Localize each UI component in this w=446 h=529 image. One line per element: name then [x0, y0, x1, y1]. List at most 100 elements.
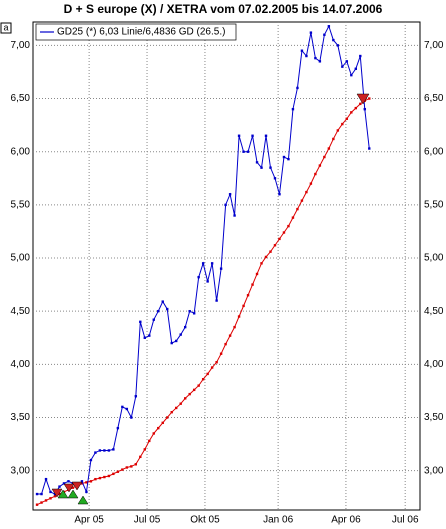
sell-signal	[63, 483, 75, 493]
legend-label: GD25 (*) 6,03 Linie/6,4836 GD (26.5.)	[57, 27, 225, 38]
data-point	[269, 250, 272, 253]
data-point	[67, 480, 70, 483]
data-point	[354, 106, 357, 110]
y2-tick-label: 3,00	[424, 465, 444, 476]
data-point	[148, 334, 151, 337]
data-point	[143, 448, 146, 451]
data-point	[175, 339, 178, 343]
x-tick-label: Okt 05	[190, 515, 220, 526]
data-point	[107, 449, 111, 452]
data-point	[237, 134, 241, 137]
data-point	[291, 216, 295, 219]
data-point	[179, 333, 182, 336]
data-point	[49, 490, 52, 494]
y-tick-label: 6,00	[11, 146, 31, 157]
data-point	[341, 122, 344, 126]
x-tick-label: Jul 06	[392, 515, 419, 526]
x-tick-label: Apr 05	[74, 515, 104, 526]
y-tick-label: 7,00	[11, 40, 31, 51]
data-point	[314, 56, 317, 60]
data-point	[192, 312, 196, 315]
data-point	[206, 372, 209, 376]
data-point	[219, 352, 223, 355]
buy-signal	[77, 495, 89, 505]
data-point	[345, 117, 349, 120]
data-point	[327, 25, 331, 28]
signals	[51, 93, 370, 505]
data-point	[166, 307, 169, 311]
y-tick-label: 3,00	[11, 465, 31, 476]
y-tick-label: 4,50	[11, 306, 31, 317]
data-point	[242, 150, 245, 153]
y-tick-label: 6,50	[11, 93, 31, 104]
data-point	[112, 448, 115, 451]
data-point	[273, 244, 277, 247]
y2-tick-label: 4,50	[424, 306, 444, 317]
data-point	[278, 193, 281, 196]
data-point	[269, 166, 272, 169]
data-point	[125, 466, 129, 469]
data-point	[197, 384, 200, 387]
data-point	[80, 482, 84, 485]
data-point	[44, 477, 48, 481]
data-point	[233, 325, 236, 329]
data-point	[327, 147, 331, 150]
data-point	[130, 416, 133, 419]
data-point	[228, 334, 232, 337]
data-point	[116, 426, 120, 430]
data-point	[345, 60, 349, 63]
data-point	[44, 499, 48, 502]
corner-box[interactable]	[0, 22, 12, 34]
data-point	[251, 134, 254, 137]
data-point	[332, 38, 335, 42]
data-point	[363, 107, 366, 111]
y-tick-label: 4,00	[11, 359, 31, 370]
data-point	[309, 182, 313, 185]
data-point	[296, 86, 299, 90]
data-point	[40, 492, 43, 496]
data-point	[71, 486, 75, 489]
plot-area	[32, 21, 421, 511]
data-point	[242, 304, 245, 308]
data-point	[287, 157, 290, 161]
data-point	[255, 161, 259, 164]
data-point	[89, 480, 93, 483]
data-point	[224, 342, 227, 346]
sell-signal	[71, 481, 83, 491]
data-point	[125, 407, 129, 411]
data-point	[152, 432, 155, 435]
data-point	[318, 164, 322, 167]
x-tick-label: Jul 05	[134, 515, 161, 526]
data-point	[305, 190, 308, 194]
data-point	[197, 275, 200, 279]
data-point	[215, 361, 218, 364]
y2-tick-label: 6,50	[424, 93, 444, 104]
y2-tick-label: 5,50	[424, 200, 444, 211]
grid	[33, 22, 420, 510]
data-point	[336, 44, 340, 47]
data-point	[309, 31, 313, 34]
data-point	[260, 166, 263, 169]
data-point	[148, 439, 151, 443]
data-point	[49, 497, 52, 500]
data-point	[98, 449, 102, 452]
data-point	[323, 33, 326, 36]
x-tick-label: Apr 06	[331, 515, 361, 526]
y-tick-label: 5,00	[11, 253, 31, 264]
data-point	[282, 155, 286, 159]
data-point	[103, 449, 106, 452]
data-point	[170, 410, 173, 414]
data-point	[368, 147, 371, 150]
marks	[35, 24, 371, 506]
data-point	[350, 73, 353, 77]
data-point	[143, 336, 146, 339]
data-point	[89, 458, 93, 462]
data-point	[255, 272, 259, 276]
corner-label[interactable]: a	[3, 22, 8, 32]
data-point	[152, 318, 155, 321]
data-point	[318, 60, 322, 63]
data-point	[157, 309, 160, 313]
data-point	[332, 137, 335, 141]
